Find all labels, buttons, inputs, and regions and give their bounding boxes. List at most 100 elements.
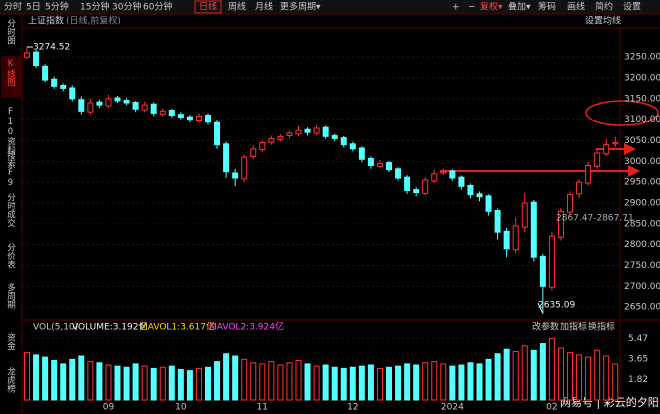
candle-body xyxy=(195,115,202,122)
indicator-button[interactable]: 改参数 xyxy=(532,321,559,333)
volume-bar xyxy=(268,361,275,401)
candle-body xyxy=(431,173,438,182)
volume-bar xyxy=(313,365,320,401)
candle-body xyxy=(177,114,184,119)
volume-bar xyxy=(277,364,284,401)
sidebar-item[interactable]: 搜索F9 xyxy=(6,150,16,188)
candle-body xyxy=(232,172,239,179)
sidebar-item[interactable]: 资金 xyxy=(6,332,16,350)
volume-bar xyxy=(223,353,230,401)
tool-button[interactable]: 叠加▾ xyxy=(508,2,531,13)
min-pointer xyxy=(537,302,544,314)
tool-button[interactable]: 简约 xyxy=(595,1,613,13)
tool-button[interactable]: 筹码 xyxy=(538,1,556,13)
candle-body xyxy=(214,121,221,146)
sidebar-item[interactable]: 分价表 xyxy=(6,243,16,269)
y-tick-label: 3.65 xyxy=(628,354,648,364)
tool-button[interactable]: 设置 xyxy=(623,2,641,13)
indicator-button[interactable]: 换指标 xyxy=(588,321,615,333)
candle-body xyxy=(530,201,537,258)
sidebar-item[interactable]: 龙虎榜 xyxy=(6,366,16,393)
volume-bar xyxy=(159,366,166,401)
max-label: 3274.52 xyxy=(33,43,70,53)
tab[interactable]: 15分钟 xyxy=(80,1,109,13)
tab[interactable]: 60分钟 xyxy=(143,1,172,13)
candle-body xyxy=(440,171,447,174)
candle-body xyxy=(349,143,356,150)
candle-body xyxy=(259,142,266,151)
tab[interactable]: 月线 xyxy=(255,1,273,13)
tool-button[interactable]: 复权▾ xyxy=(480,1,503,13)
volume-bar xyxy=(358,365,365,401)
indicator-readout: MAVOL1:3.617亿 xyxy=(140,321,215,333)
tab[interactable]: 更多周期▾ xyxy=(280,1,321,13)
candle-body xyxy=(60,85,67,89)
candle-body xyxy=(413,189,420,194)
candle-body xyxy=(223,143,230,173)
candle-body xyxy=(386,162,392,171)
candle-body xyxy=(277,135,284,140)
candle-body xyxy=(322,126,329,137)
volume-bar xyxy=(395,365,402,401)
volume-bar xyxy=(340,367,347,401)
candle-body xyxy=(358,147,365,160)
candle-body xyxy=(304,128,311,133)
tab[interactable]: 周线 xyxy=(228,1,246,13)
tab[interactable]: 分时 xyxy=(4,1,22,13)
indicator-button[interactable]: 加指标 xyxy=(560,321,587,333)
volume-bar xyxy=(530,349,537,401)
y-tick-label: 3250.00 xyxy=(624,53,660,63)
chart-subtitle: (日线,前复权) xyxy=(66,15,121,27)
sidebar-item[interactable]: F10资料 xyxy=(6,107,16,155)
indicator-readout: MAVOL2:3.924亿 xyxy=(209,321,284,333)
candle-body xyxy=(585,165,592,184)
volume-bar xyxy=(567,352,573,401)
candle-body xyxy=(250,148,257,157)
volume-bar xyxy=(521,345,528,401)
y-tick-label: 1.82 xyxy=(628,375,648,385)
sidebar-item[interactable]: K线图 xyxy=(6,59,16,87)
candle-body xyxy=(123,100,130,104)
volume-bar xyxy=(69,358,76,401)
volume-bar xyxy=(132,363,139,401)
candle-body xyxy=(340,137,347,146)
x-tick-label: 2024 xyxy=(441,403,464,413)
volume-bar xyxy=(304,363,311,401)
active-side-box xyxy=(1,56,21,98)
sidebar-item[interactable]: 分时成交 xyxy=(6,193,16,228)
volume-bar xyxy=(431,361,438,401)
candle-body xyxy=(476,193,483,198)
candle-body xyxy=(548,235,555,288)
candle-body xyxy=(376,162,383,167)
volume-bar xyxy=(51,360,58,401)
volume-bar xyxy=(458,364,465,401)
tool-button[interactable]: − xyxy=(468,3,476,13)
candle-body xyxy=(268,137,275,143)
volume-bar xyxy=(404,363,411,401)
candle-body xyxy=(313,127,320,134)
chart-title: 上证指数 xyxy=(28,15,64,27)
tab[interactable]: 日线 xyxy=(199,1,217,13)
volume-bar xyxy=(250,362,257,401)
sidebar-item[interactable]: 分时图 xyxy=(6,19,16,45)
volume-bar xyxy=(413,364,420,401)
tab[interactable]: 30分钟 xyxy=(112,1,141,13)
sidebar-item[interactable]: 多周期 xyxy=(6,282,16,309)
y-tick-label: 2850.00 xyxy=(624,219,660,229)
candle-body xyxy=(539,255,546,287)
volume-bar xyxy=(105,364,112,401)
y-tick-label: 2750.00 xyxy=(624,261,660,271)
tab[interactable]: 5日 xyxy=(26,2,41,13)
tab[interactable]: 5分钟 xyxy=(45,1,69,13)
candle-body xyxy=(78,99,85,112)
candle-body xyxy=(286,132,293,136)
tool-button[interactable]: + xyxy=(452,3,460,13)
settings-label[interactable]: 设置均线 xyxy=(585,15,621,27)
candle-body xyxy=(186,116,193,121)
y-tick-label: 3150.00 xyxy=(624,94,660,104)
volume-bar xyxy=(141,365,148,401)
volume-bar xyxy=(186,370,193,401)
tool-button[interactable]: 画线 xyxy=(567,1,585,13)
volume-bar xyxy=(367,364,374,401)
